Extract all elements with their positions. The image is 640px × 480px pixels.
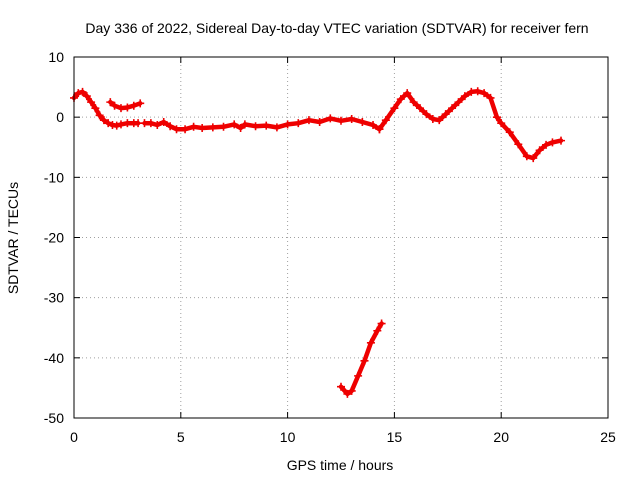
data-point — [123, 103, 132, 112]
data-point — [347, 386, 356, 395]
data-point — [396, 95, 405, 104]
data-point — [486, 93, 495, 102]
data-point — [358, 117, 367, 126]
data-point — [492, 113, 501, 122]
x-tick-label: 0 — [70, 429, 78, 445]
data-point — [294, 119, 303, 128]
y-tick-label: -10 — [44, 169, 64, 185]
data-point — [262, 121, 271, 130]
data-point — [343, 389, 352, 398]
data-point — [460, 92, 469, 101]
y-tick-label: -40 — [44, 350, 64, 366]
grid — [74, 57, 608, 418]
data-point — [95, 111, 104, 120]
data-point — [428, 114, 437, 123]
data-point — [366, 338, 375, 347]
data-point — [480, 89, 489, 98]
data-point — [373, 326, 382, 335]
data-point — [435, 116, 444, 125]
data-point — [208, 123, 217, 132]
data-point — [99, 116, 108, 125]
y-tick-label: -20 — [44, 230, 64, 246]
data-point — [116, 120, 125, 129]
data-point — [375, 125, 384, 134]
series-seg-d — [377, 89, 564, 161]
data-point — [106, 98, 115, 107]
series-seg-e — [338, 321, 384, 397]
axes: 0 5 10 15 20 25 10 0 -10 -20 -30 -40 -50 — [44, 49, 616, 445]
data-point — [104, 119, 113, 128]
y-tick-label: -30 — [44, 290, 64, 306]
data-point — [514, 140, 523, 149]
data-point — [497, 119, 506, 128]
data-point — [377, 319, 386, 328]
data-point — [369, 120, 378, 129]
data-point — [283, 120, 292, 129]
plot-frame — [73, 56, 609, 419]
data-point — [390, 104, 399, 113]
data-point — [454, 98, 463, 107]
data-point — [87, 98, 96, 107]
data-point — [337, 116, 345, 125]
x-tick-label: 15 — [387, 429, 403, 445]
data-point — [557, 136, 566, 145]
data-point — [110, 101, 119, 110]
data-point — [172, 125, 181, 134]
data-point — [112, 121, 121, 130]
data-point — [337, 382, 345, 391]
data-point — [251, 122, 260, 131]
x-tick-label: 10 — [280, 429, 296, 445]
data-point — [422, 110, 431, 119]
y-tick-label: 0 — [56, 109, 64, 125]
data-point — [198, 123, 207, 132]
y-axis-label: SDTVAR / TECUs — [5, 182, 21, 294]
y-tick-label: -50 — [44, 410, 64, 426]
data-point — [159, 117, 168, 126]
data-point — [354, 371, 363, 380]
data-point — [240, 120, 249, 129]
data-point — [360, 356, 369, 365]
data-point — [347, 114, 356, 123]
data-point — [129, 101, 138, 110]
data-point — [153, 120, 162, 129]
x-tick-label: 5 — [177, 429, 185, 445]
data-point — [166, 122, 175, 131]
data-point — [91, 104, 100, 113]
data-point — [146, 119, 155, 128]
data-point — [181, 125, 190, 134]
data-point — [304, 116, 313, 125]
data-point — [326, 114, 335, 123]
data-point — [74, 89, 83, 98]
data-point — [548, 138, 557, 147]
data-point — [441, 110, 450, 119]
data-point — [236, 123, 245, 132]
data-point — [448, 104, 457, 113]
data-point — [409, 98, 418, 107]
data-point — [522, 152, 531, 161]
data-point — [136, 99, 145, 108]
y-tick-label: 10 — [48, 49, 64, 65]
data-point — [529, 154, 538, 163]
x-axis-label: GPS time / hours — [287, 457, 394, 473]
data-point — [416, 104, 425, 113]
data-point — [505, 128, 514, 137]
data-point — [403, 89, 412, 98]
data-point — [230, 120, 239, 129]
data-point — [542, 140, 551, 149]
data-point — [315, 117, 324, 126]
data-point — [473, 87, 482, 96]
chart-title: Day 336 of 2022, Sidereal Day-to-day VTE… — [85, 20, 588, 36]
data-point — [78, 87, 87, 96]
data-point — [272, 123, 281, 132]
x-tick-label: 25 — [600, 429, 616, 445]
data-point — [189, 122, 198, 131]
data-point — [82, 92, 91, 101]
data-point — [381, 116, 390, 125]
data-series — [70, 87, 566, 398]
data-point — [219, 122, 228, 131]
x-tick-label: 20 — [493, 429, 509, 445]
data-point — [535, 146, 544, 155]
